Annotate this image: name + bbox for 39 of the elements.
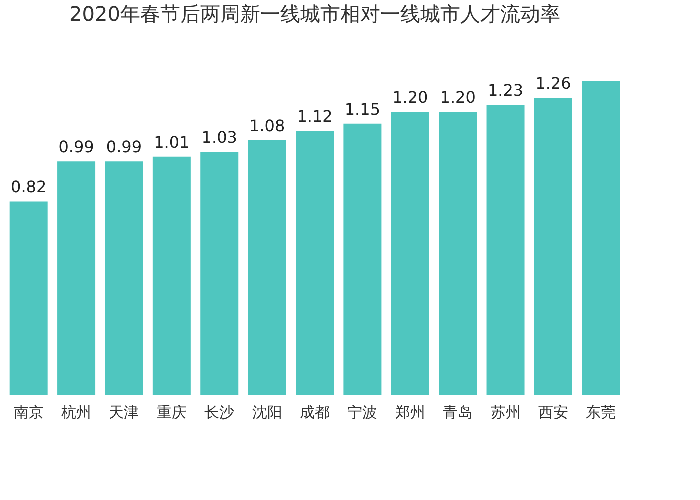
x-tick-label: 苏州: [490, 404, 521, 422]
data-label: 1.08: [249, 116, 286, 136]
bar: [10, 202, 48, 395]
x-tick-label: 南京: [14, 404, 44, 422]
x-tick-label: 东莞: [586, 404, 616, 422]
x-tick-label: 青岛: [443, 404, 474, 422]
bar: [439, 112, 478, 395]
bar: [152, 156, 191, 395]
data-label: 1.03: [202, 128, 238, 148]
bar: [582, 82, 620, 395]
data-label: 1.20: [440, 88, 476, 108]
x-tick-label: 长沙: [204, 404, 235, 422]
bar: [200, 152, 239, 395]
data-label: 1.12: [297, 107, 333, 126]
bar: [391, 112, 430, 395]
x-tick-label: 重庆: [156, 404, 187, 422]
data-label: 1.20: [392, 88, 428, 108]
bar: [105, 162, 144, 395]
bar: [248, 140, 286, 395]
bar: [486, 105, 525, 395]
data-label: 1.15: [344, 100, 381, 119]
data-label: 1.23: [488, 81, 524, 100]
data-label: 0.99: [106, 138, 142, 157]
bar: [58, 162, 96, 395]
x-tick-label: 郑州: [395, 404, 426, 422]
chart-title: 2020年春节后两周新一线城市相对一线城市人才流动率: [70, 2, 560, 26]
data-label: 0.82: [11, 178, 47, 197]
x-tick-label: 天津: [109, 404, 140, 422]
x-tick-label: 西安: [538, 404, 568, 422]
x-tick-label: 成都: [300, 404, 330, 422]
bar: [344, 124, 382, 395]
bar: [534, 98, 572, 395]
data-label: 1.26: [536, 74, 572, 93]
x-tick-label: 沈阳: [252, 404, 282, 422]
data-label: 0.99: [58, 138, 94, 157]
x-tick-label: 杭州: [60, 404, 92, 422]
x-tick-label: 宁波: [348, 404, 378, 422]
bar: [296, 131, 334, 395]
data-label: 1.01: [154, 132, 190, 152]
